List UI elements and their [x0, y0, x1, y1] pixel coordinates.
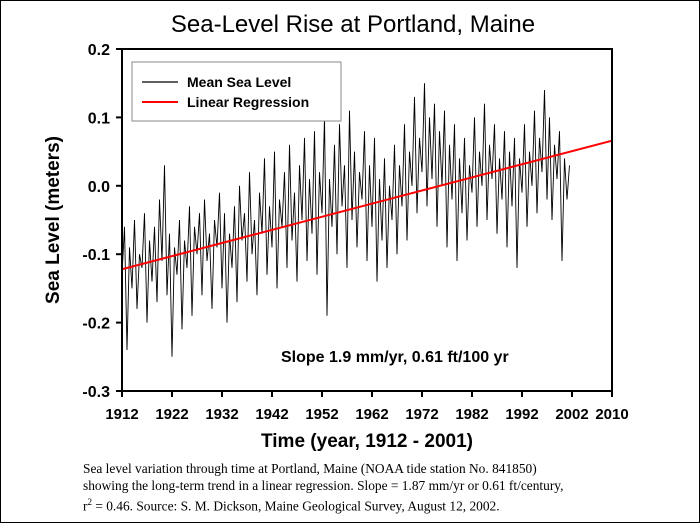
plot-frame [121, 48, 613, 392]
caption-line-3: r2 = 0.46. Source: S. M. Dickson, Maine … [83, 494, 693, 514]
figure-caption: Sea level variation through time at Port… [83, 460, 693, 514]
x-tick-label: 1972 [405, 406, 438, 423]
caption-rest: = 0.46. Source: S. M. Dickson, Maine Geo… [91, 498, 500, 514]
slope-annotation: Slope 1.9 mm/yr, 0.61 ft/100 yr [281, 349, 509, 366]
x-axis-label: Time (year, 1912 - 2001) [261, 431, 473, 452]
y-tick-label: -0.1 [82, 247, 110, 264]
y-tick-label: 0.0 [88, 179, 110, 196]
y-axis-label: Sea Level (meters) [43, 136, 64, 304]
y-tick-label: 0.2 [88, 42, 110, 59]
x-tick-label: 1962 [355, 406, 388, 423]
x-tick-label: 1952 [305, 406, 338, 423]
x-tick-label: 1922 [155, 406, 188, 423]
legend-box [131, 61, 342, 122]
legend: Mean Sea Level Linear Regression [131, 61, 342, 122]
x-tick-label: 1932 [205, 406, 238, 423]
y-tick-label: 0.1 [88, 110, 110, 127]
caption-line-2: showing the long-term trend in a linear … [83, 478, 564, 493]
y-tick-label: -0.2 [82, 316, 110, 333]
series-linear-regression [121, 139, 613, 271]
x-tick-label: 1942 [255, 406, 288, 423]
plot-area: 1912 1922 1932 1942 1952 1962 1972 1982 1992 2002… [82, 42, 628, 423]
y-tick-label: -0.3 [82, 384, 110, 401]
legend-label-linear-regression: Linear Regression [187, 94, 309, 110]
x-tick-label: 2010 [595, 406, 628, 423]
series-mean-sea-level [121, 83, 570, 357]
x-tick-label: 1912 [105, 406, 138, 423]
x-tick-label: 1992 [505, 406, 538, 423]
x-tick-label: 2002 [555, 406, 588, 423]
caption-r: r [83, 498, 88, 514]
caption-line-1: Sea level variation through time at Port… [83, 461, 537, 476]
chart-title: Sea-Level Rise at Portland, Maine [171, 11, 535, 38]
legend-label-mean-sea-level: Mean Sea Level [187, 74, 291, 90]
x-tick-label: 1982 [455, 406, 488, 423]
caption-superscript: 2 [87, 497, 92, 507]
